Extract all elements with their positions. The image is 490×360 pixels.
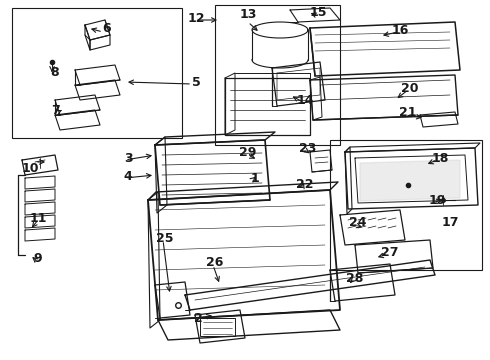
Text: 6: 6 xyxy=(103,22,111,35)
Bar xyxy=(215,5,340,145)
Text: 10: 10 xyxy=(21,162,39,175)
Text: 18: 18 xyxy=(431,152,449,165)
Text: 21: 21 xyxy=(399,105,417,118)
Text: 26: 26 xyxy=(206,256,224,269)
Bar xyxy=(12,8,182,138)
Text: 29: 29 xyxy=(239,145,257,158)
Text: 8: 8 xyxy=(50,66,59,78)
Text: 23: 23 xyxy=(299,141,317,154)
Text: 19: 19 xyxy=(428,194,446,207)
Text: 17: 17 xyxy=(441,216,459,229)
Text: 2: 2 xyxy=(194,311,202,324)
Text: 4: 4 xyxy=(123,170,132,183)
Text: 1: 1 xyxy=(250,171,259,184)
Text: 14: 14 xyxy=(296,94,314,107)
Bar xyxy=(200,318,235,336)
Text: 16: 16 xyxy=(392,23,409,36)
Text: 20: 20 xyxy=(401,81,419,94)
Text: 3: 3 xyxy=(123,152,132,165)
Text: 11: 11 xyxy=(29,211,47,225)
Text: 28: 28 xyxy=(346,271,364,284)
Text: 25: 25 xyxy=(156,231,174,244)
Text: 27: 27 xyxy=(381,246,399,258)
Bar xyxy=(330,140,482,270)
Text: 12: 12 xyxy=(187,12,205,24)
Text: 15: 15 xyxy=(309,5,327,18)
Text: 5: 5 xyxy=(192,76,200,89)
Text: 9: 9 xyxy=(34,252,42,265)
Text: 22: 22 xyxy=(296,179,314,192)
Text: 24: 24 xyxy=(349,216,367,229)
Text: 7: 7 xyxy=(50,104,59,117)
Polygon shape xyxy=(360,160,460,201)
Text: 13: 13 xyxy=(239,8,257,21)
